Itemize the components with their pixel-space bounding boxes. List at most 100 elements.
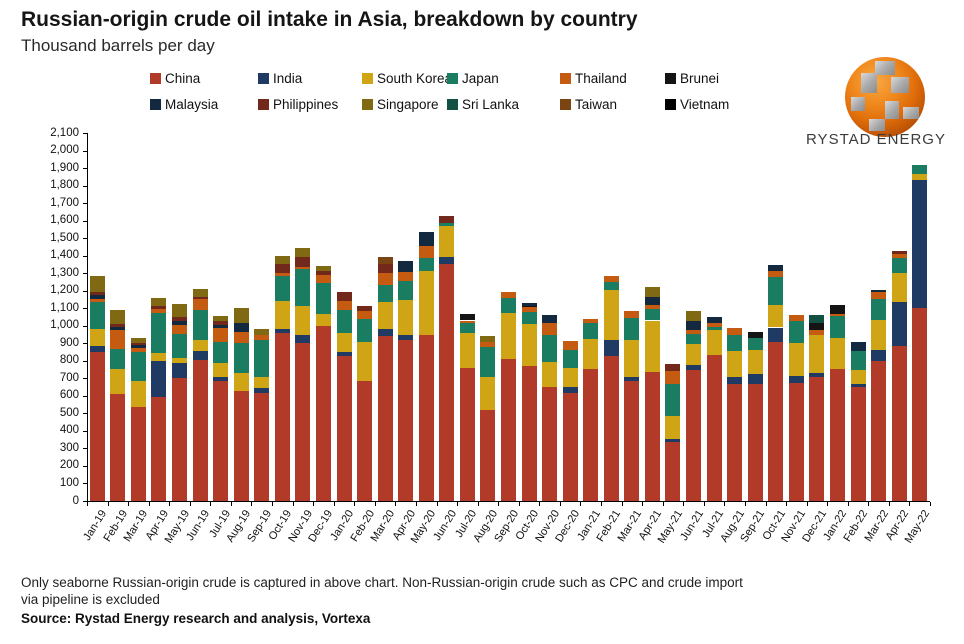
bar-segment-japan xyxy=(357,318,373,343)
bar-segment-japan xyxy=(768,276,784,305)
bar-segment-south-korea xyxy=(747,350,763,374)
bar-segment-thailand xyxy=(603,275,619,282)
bar-segment-china xyxy=(213,380,229,501)
legend-item-china: China xyxy=(150,71,200,86)
legend-item-taiwan: Taiwan xyxy=(560,97,617,112)
bar-segment-china xyxy=(377,336,393,501)
x-axis-tick xyxy=(498,502,500,506)
bar-segment-thailand xyxy=(274,273,290,276)
x-axis-tick xyxy=(313,502,315,506)
bar-segment-japan xyxy=(398,281,414,301)
legend-label: Malaysia xyxy=(165,97,219,112)
legend-swatch-icon xyxy=(447,73,458,84)
bar-segment-india xyxy=(172,363,188,379)
y-axis-tick xyxy=(83,465,87,467)
bar-segment-singapore xyxy=(110,309,126,324)
bar-segment-brunei xyxy=(829,304,845,315)
bar-segment-japan xyxy=(89,302,105,330)
globe-land-shape xyxy=(851,97,865,111)
bar-segment-india xyxy=(891,302,907,346)
bar-segment-japan xyxy=(315,282,331,315)
bar-segment-south-korea xyxy=(562,367,578,388)
bar-segment-thailand xyxy=(418,246,434,259)
bar-segment-japan xyxy=(213,341,229,364)
x-axis-tick xyxy=(765,502,767,506)
bar-segment-japan xyxy=(829,316,845,338)
y-axis-tick xyxy=(83,501,87,502)
bar-segment-japan xyxy=(192,309,208,340)
x-axis-tick xyxy=(806,502,808,506)
bar-segment-japan xyxy=(501,297,516,313)
bar-segment-south-korea xyxy=(110,368,126,395)
bar-segment-brunei xyxy=(459,314,475,321)
x-axis-tick xyxy=(395,502,397,506)
x-axis-tick xyxy=(210,502,212,506)
bar-segment-philippines xyxy=(151,306,167,310)
bar-segment-china xyxy=(644,372,660,501)
bar-segment-thailand xyxy=(871,292,887,299)
bar-segment-china xyxy=(850,387,866,501)
bar-segment-thailand xyxy=(295,267,311,269)
bar-segment-china xyxy=(768,342,784,501)
bar-segment-philippines xyxy=(357,306,373,311)
x-axis-tick xyxy=(744,502,746,506)
bar-segment-south-korea xyxy=(850,370,866,384)
bar-segment-japan xyxy=(624,317,640,340)
bar-segment-taiwan xyxy=(377,257,393,265)
bar-segment-japan xyxy=(110,348,126,369)
legend-item-thailand: Thailand xyxy=(560,71,627,86)
bar-segment-south-korea xyxy=(665,416,681,439)
y-axis-tick xyxy=(83,360,87,362)
x-axis-line xyxy=(87,501,930,502)
bar-segment-philippines xyxy=(192,296,208,300)
bar-segment-india xyxy=(747,373,763,384)
bar-segment-singapore xyxy=(254,329,270,335)
legend-label: Brunei xyxy=(680,71,720,86)
globe-land-shape xyxy=(869,119,885,131)
legend-label: Sri Lanka xyxy=(462,97,520,112)
bar-segment-china xyxy=(562,393,578,501)
bar-segment-india xyxy=(871,350,887,361)
x-axis-tick xyxy=(539,502,541,506)
globe-land-shape xyxy=(861,73,877,93)
bar-segment-china xyxy=(480,409,496,501)
bar-segment-china xyxy=(583,368,599,501)
bar-segment-china xyxy=(233,391,249,501)
x-axis-tick xyxy=(786,502,788,506)
globe-land-shape xyxy=(903,107,919,119)
bar-segment-china xyxy=(686,369,702,501)
y-axis-tick xyxy=(83,273,87,275)
bar-segment-philippines xyxy=(665,364,681,372)
bar-segment-malaysia xyxy=(850,342,866,352)
bar-segment-singapore xyxy=(480,336,496,342)
bar-segment-south-korea xyxy=(542,361,558,388)
x-axis-tick xyxy=(703,502,705,506)
bar-segment-thailand xyxy=(644,304,660,310)
bar-segment-china xyxy=(357,380,373,501)
bar-segment-singapore xyxy=(172,303,188,317)
bar-segment-thailand xyxy=(583,318,599,324)
legend-item-sri-lanka: Sri Lanka xyxy=(447,97,519,112)
bar-segment-malaysia xyxy=(706,317,722,324)
bar-segment-thailand xyxy=(89,298,105,303)
bar-segment-japan xyxy=(480,346,496,377)
bar-segment-brunei xyxy=(747,331,763,339)
bar-segment-japan xyxy=(521,311,537,324)
bar-segment-japan xyxy=(542,334,558,362)
x-axis-tick xyxy=(559,502,561,506)
globe-land-shape xyxy=(891,77,909,93)
bar-segment-thailand xyxy=(459,320,475,324)
bar-segment-japan xyxy=(665,383,681,416)
bar-segment-thailand xyxy=(315,274,331,283)
y-axis-label: 1,000 xyxy=(50,319,79,332)
bar-segment-south-korea xyxy=(871,319,887,351)
legend-label: Vietnam xyxy=(680,97,730,112)
bar-segment-south-korea xyxy=(398,300,414,335)
x-axis-tick xyxy=(107,502,109,506)
bar-segment-singapore xyxy=(151,297,167,307)
bar-segment-thailand xyxy=(768,270,784,277)
bar-segment-south-korea xyxy=(274,301,290,330)
bar-segment-singapore xyxy=(644,287,660,297)
bar-segment-japan xyxy=(603,281,619,290)
bar-segment-china xyxy=(130,407,146,501)
